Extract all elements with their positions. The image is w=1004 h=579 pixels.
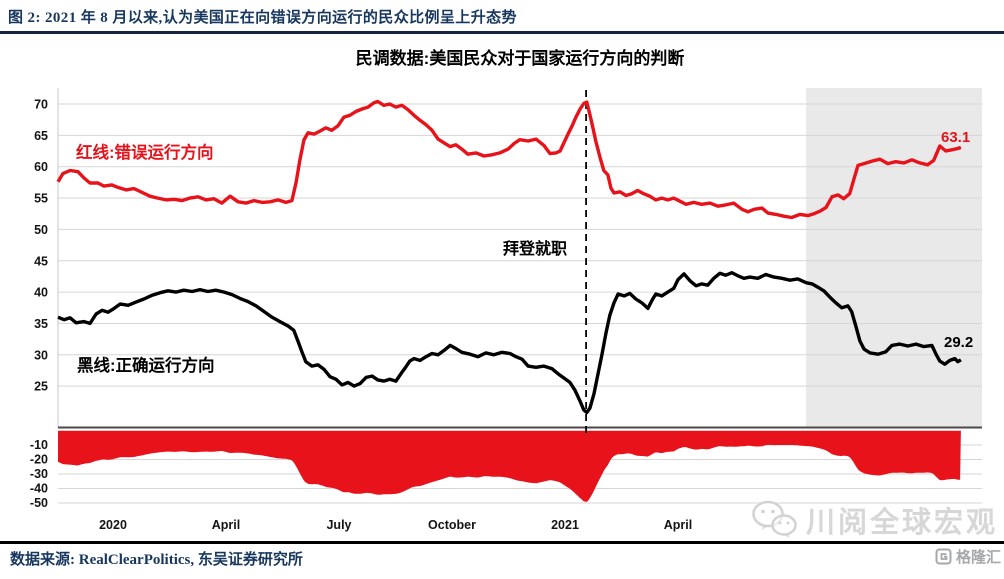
y-tick-label-lower--50: -50 [30, 496, 48, 510]
spread-area-layer [58, 430, 961, 502]
x-tick-label-2021: 2021 [551, 518, 579, 532]
axis-text-layer: 70 65 60 55 50 45 40 35 30 25 -10-20-30-40-50 2020 A… [30, 98, 692, 533]
black-series-label: 黑线:正确运行方向 [77, 355, 215, 375]
red-end-value-label: 63.1 [941, 129, 970, 146]
y-tick-label-65: 65 [34, 129, 48, 143]
gelonghui-g-icon [935, 548, 952, 565]
y-tick-label-55: 55 [34, 192, 48, 206]
x-tick-label-April: April [664, 518, 692, 532]
y-tick-label-70: 70 [34, 98, 48, 112]
x-tick-label-April: April [212, 518, 240, 532]
y-tick-label-lower--10: -10 [30, 438, 48, 452]
biden-inauguration-annotation: 拜登就职 [503, 239, 567, 258]
figure-caption: 图 2: 2021 年 8 月以来,认为美国正在向错误方向运行的民众比例呈上升态… [8, 10, 517, 26]
highlight-region-since-aug-2021 [806, 88, 982, 428]
x-tick-label-2020: 2020 [99, 518, 127, 532]
x-tick-label-October: October [428, 518, 476, 532]
spread-area [58, 430, 961, 502]
y-tick-label-35: 35 [34, 317, 48, 331]
black-series-line [57, 271, 962, 415]
highlight-layer [806, 88, 982, 428]
y-tick-label-60: 60 [34, 160, 48, 174]
series-layer [56, 99, 962, 415]
y-tick-label-lower--40: -40 [30, 482, 48, 496]
red-series-label: 红线:错误运行方向 [76, 142, 214, 162]
gelonghui-logo: 格隆汇 [935, 546, 1001, 567]
x-tick-label-July: July [326, 518, 351, 532]
y-tick-label-40: 40 [34, 286, 48, 300]
red-series-line [56, 99, 962, 220]
footer-divider-rule [0, 541, 1004, 544]
watermark: 川阅全球宏观 [750, 499, 998, 541]
wechat-icon [752, 500, 797, 538]
y-tick-label-30: 30 [34, 348, 48, 362]
y-tick-label-lower--30: -30 [30, 467, 48, 481]
watermark-text: 川阅全球宏观 [805, 507, 998, 539]
chart-title: 民调数据:美国民众对于国家运行方向的判断 [355, 49, 685, 68]
data-source-note: 数据来源: RealClearPolitics, 东吴证券研究所 [10, 552, 303, 568]
poll-direction-chart: 70 65 60 55 50 45 40 35 30 25 -10-20-30-40-50 2020 A… [30, 88, 982, 533]
y-tick-label-25: 25 [34, 380, 48, 394]
y-tick-label-50: 50 [34, 223, 48, 237]
y-tick-label-lower--20: -20 [30, 453, 48, 467]
gelonghui-logo-text: 格隆汇 [955, 549, 1001, 566]
caption-divider-rule [0, 31, 1004, 34]
y-tick-label-45: 45 [34, 254, 48, 268]
black-end-value-label: 29.2 [944, 334, 973, 351]
